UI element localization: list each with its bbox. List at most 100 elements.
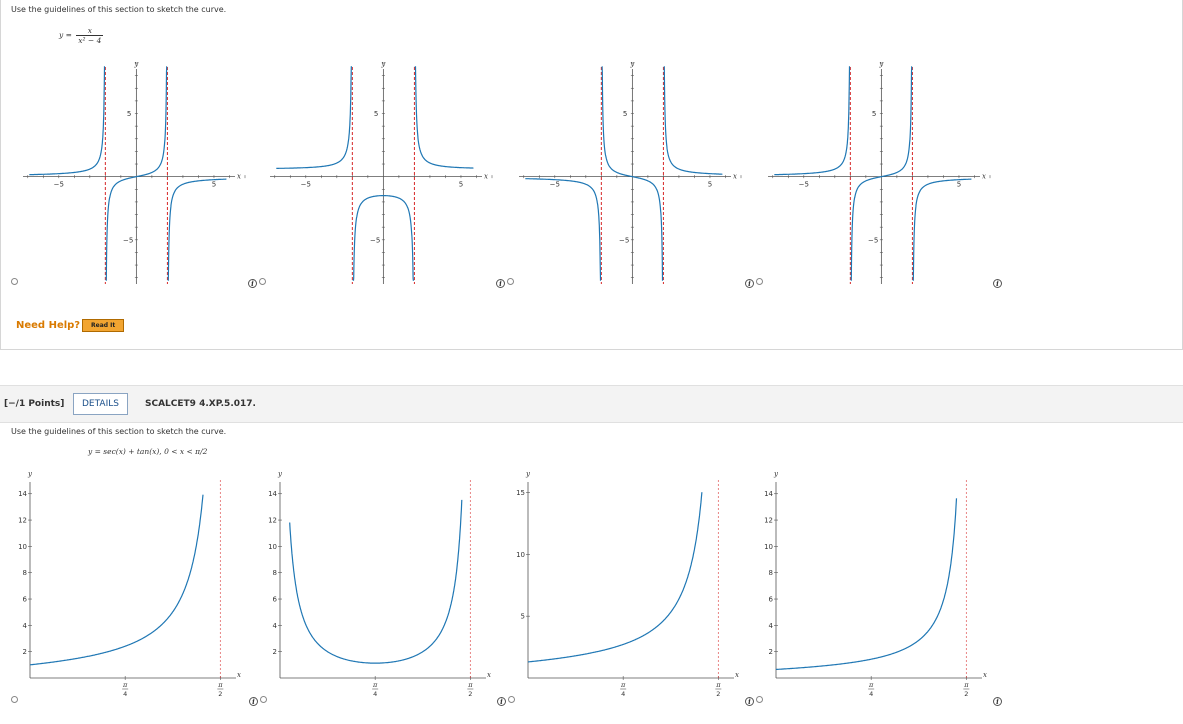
x-axis-label: x [237,173,241,181]
y-axis-label: y [380,60,386,68]
info-icon[interactable]: i [496,279,505,288]
curve-branch [912,178,972,281]
q1-graph-1: x y −5 5 5 −5 [23,60,246,284]
info-icon[interactable]: i [497,697,506,706]
y-axis-label: y [27,470,33,478]
y-tick-label-neg: −5 [868,236,878,244]
q1-eq-fraction: x x² − 4 [76,26,104,45]
curve-branch [352,195,415,281]
y-tick-label: 4 [23,622,28,630]
q2-prompt: Use the guidelines of this section to sk… [11,427,227,436]
x-axis-label: x [982,173,986,181]
x-tick-label-fraction: π2 [217,681,224,698]
q1-option-4-radio[interactable] [756,278,763,285]
q1-eq-numerator: x [76,26,104,36]
curve-branch [276,66,352,169]
q2-option-3-radio[interactable] [508,696,515,703]
q1-graph-2: x y −5 5 5 −5 [270,60,493,284]
q2-header-bar [0,385,1183,423]
x-tick-numerator: π [467,681,473,689]
x-tick-denominator: 4 [621,690,625,698]
y-tick-label-pos: 5 [623,110,627,118]
x-tick-label-fraction: π2 [963,681,970,698]
y-tick-label: 6 [769,596,774,604]
x-tick-denominator: 2 [218,690,222,698]
y-tick-label: 6 [23,596,28,604]
y-tick-label: 4 [273,622,278,630]
y-axis-label: y [629,60,635,68]
y-tick-label: 10 [516,551,525,559]
y-tick-label-pos: 5 [374,110,378,118]
y-axis-label: y [773,470,779,478]
x-tick-label-fraction: π4 [868,681,875,698]
y-tick-label: 4 [769,622,774,630]
q1-option-2-radio[interactable] [259,278,266,285]
q2-option-4-radio[interactable] [756,696,763,703]
y-tick-label: 10 [764,543,773,551]
x-tick-label-pos: 5 [957,181,961,189]
x-tick-label-neg: −5 [301,181,311,189]
q1-eq-lhs: y = [59,30,72,40]
y-tick-label: 2 [23,648,27,656]
x-tick-denominator: 2 [964,690,968,698]
y-tick-label: 8 [273,569,277,577]
q2-equation: y = sec(x) + tan(x), 0 < x < π/2 [88,447,208,456]
y-tick-label: 6 [273,596,278,604]
x-tick-denominator: 4 [373,690,377,698]
curve-branch [774,66,851,176]
x-tick-label-pos: 5 [459,181,463,189]
y-axis-label: y [133,60,139,68]
x-axis-label: x [484,173,488,181]
y-tick-label: 2 [273,648,277,656]
read-it-button[interactable]: Read It [82,319,125,332]
y-tick-label: 14 [18,490,27,498]
y-axis-label: y [878,60,884,68]
x-tick-label-fraction: π4 [372,681,379,698]
info-icon[interactable]: i [993,279,1002,288]
info-icon[interactable]: i [745,279,754,288]
curve [289,499,463,664]
q2-option-2-radio[interactable] [260,696,267,703]
y-tick-label: 15 [516,489,525,497]
q1-graph-3: x y −5 5 5 −5 [519,60,742,284]
x-tick-label-pos: 5 [708,181,712,189]
y-tick-label-neg: −5 [370,236,380,244]
q1-equation: y = x x² − 4 [59,26,104,45]
x-tick-label-pos: 5 [212,181,216,189]
info-icon[interactable]: i [993,697,1002,706]
y-tick-label-pos: 5 [872,110,876,118]
curve-branch [850,66,913,281]
need-help-label: Need Help? [16,320,81,331]
x-tick-label-neg: −5 [799,181,809,189]
info-icon[interactable]: i [249,697,258,706]
y-tick-label: 8 [769,569,773,577]
q2-code: SCALCET9 4.XP.5.017. [145,399,256,409]
q1-option-3-radio[interactable] [507,278,514,285]
x-axis-label: x [733,173,737,181]
y-tick-label: 14 [764,490,773,498]
info-icon[interactable]: i [248,279,257,288]
x-tick-label-fraction: π2 [715,681,722,698]
curve-branch [601,66,664,281]
y-tick-label: 2 [769,648,773,656]
q1-graph-4: x y −5 5 5 −5 [768,60,991,284]
y-axis-label: y [277,470,283,478]
q2-option-1-radio[interactable] [11,696,18,703]
x-tick-numerator: π [868,681,874,689]
y-tick-label: 12 [764,517,773,525]
x-tick-numerator: π [372,681,378,689]
x-tick-denominator: 2 [468,690,472,698]
x-tick-numerator: π [122,681,128,689]
x-axis-label: x [487,671,491,679]
details-button[interactable]: DETAILS [73,393,128,415]
x-tick-denominator: 2 [716,690,720,698]
y-tick-label: 14 [268,490,277,498]
y-tick-label-pos: 5 [127,110,131,118]
q1-option-1-radio[interactable] [11,278,18,285]
info-icon[interactable]: i [745,697,754,706]
curve-branch [29,66,106,176]
curve-branch [414,66,474,169]
